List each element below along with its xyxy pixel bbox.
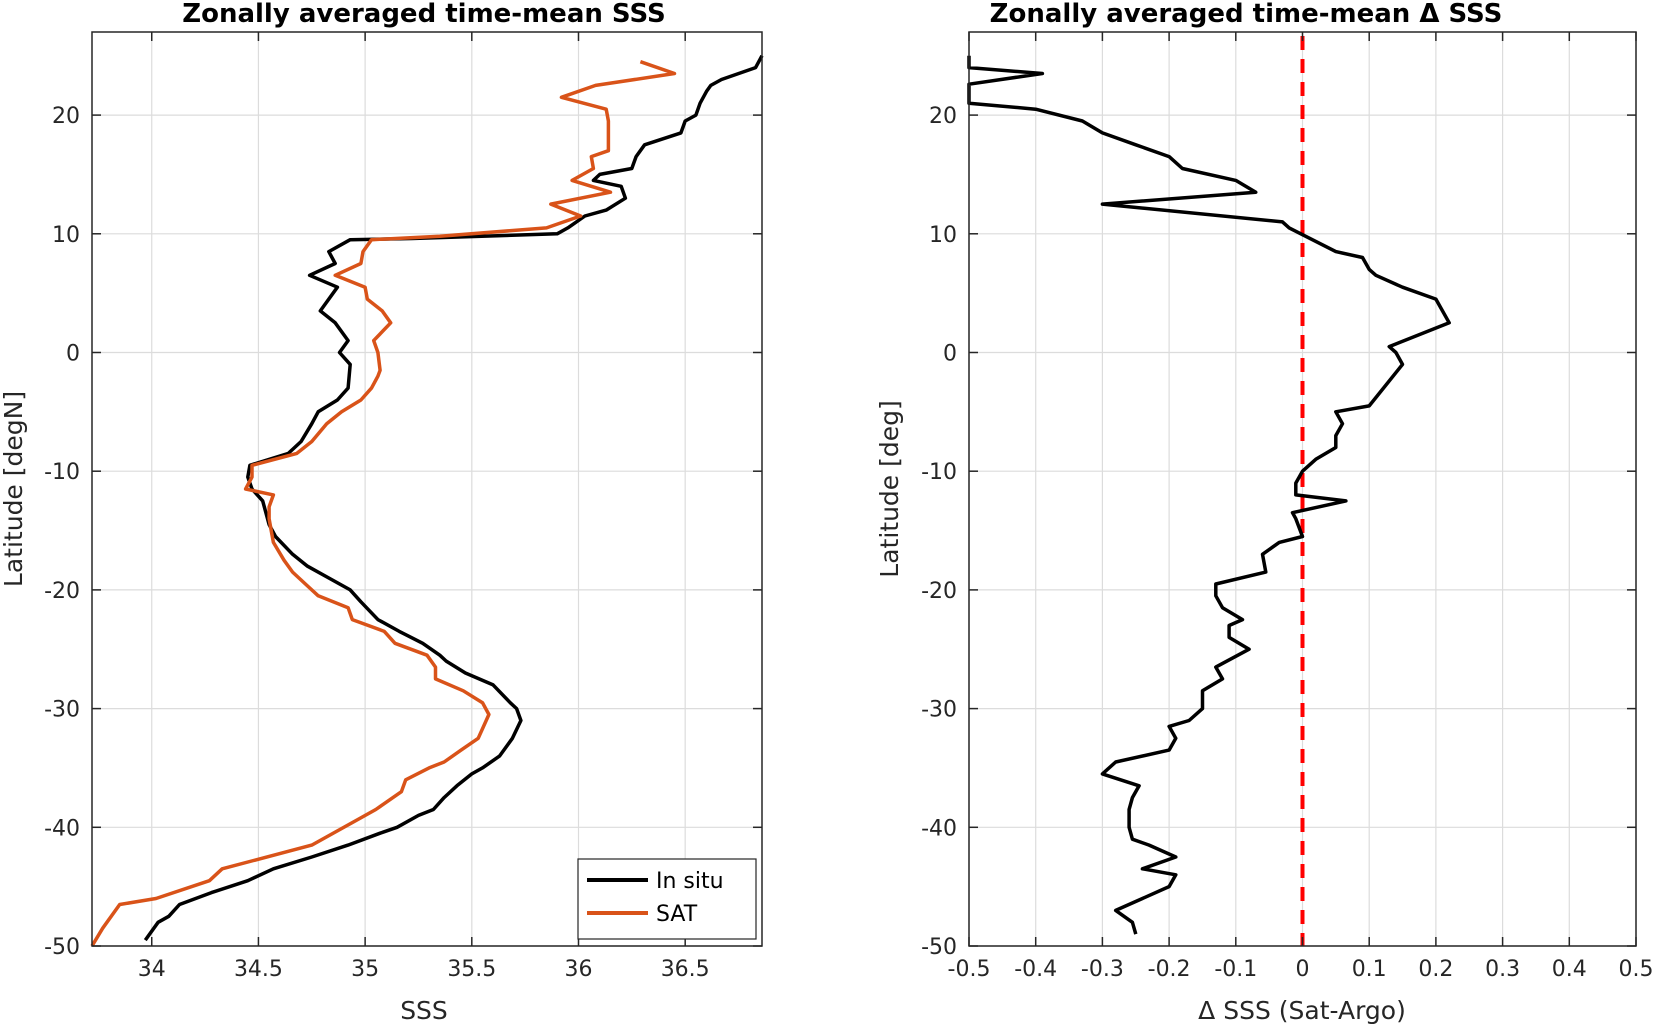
sss-ticks: 34 34.5 35 35.5 36 36.5 -50 -40 -30 -20 -10 0 10 20 [44, 32, 762, 982]
legend-box [577, 858, 757, 940]
delta-sss-x-tick-label: 0.2 [1418, 957, 1453, 982]
delta-sss-panel: Zonally averaged time-mean Δ SSS -0.5 -0.… [875, 0, 1654, 1025]
sss-x-tick-label: 35 [351, 957, 379, 982]
sat-series-line [90, 60, 677, 947]
delta-sss-series-line [967, 55, 1451, 935]
sss-y-tick-label: -10 [44, 460, 80, 485]
sss-x-axis-label: SSS [400, 996, 448, 1025]
sss-chart-title: Zonally averaged time-mean SSS [182, 0, 666, 29]
delta-sss-x-tick-label: -0.5 [948, 957, 991, 982]
sss-y-tick-label: -40 [44, 816, 80, 841]
delta-sss-y-tick-label: -20 [921, 579, 957, 604]
delta-sss-x-tick-label: 0.5 [1619, 957, 1654, 982]
delta-sss-ticks: -0.5 -0.4 -0.3 -0.2 -0.1 0 0.1 0.2 0.3 0.4 0.5 -50 -… [921, 32, 1654, 982]
in-situ-series-line [143, 54, 764, 942]
delta-sss-y-tick-label: -50 [921, 935, 957, 960]
delta-sss-y-tick-label: -40 [921, 816, 957, 841]
delta-sss-x-tick-label: -0.3 [1081, 957, 1124, 982]
sss-x-tick-label: 35.5 [447, 957, 496, 982]
delta-sss-y-tick-label: 0 [943, 341, 957, 366]
sss-x-tick-label: 34 [138, 957, 166, 982]
sss-panel: Zonally averaged time-mean SSS 34 34.5 35 3… [0, 0, 764, 1025]
delta-sss-y-tick-label: -30 [921, 698, 957, 723]
sss-axes-frame [91, 31, 763, 947]
delta-sss-x-tick-label: -0.4 [1014, 957, 1057, 982]
delta-sss-y-tick-label: 20 [929, 104, 957, 129]
delta-sss-y-tick-label: -10 [921, 460, 957, 485]
delta-sss-y-tick-label: 10 [929, 223, 957, 248]
sss-grid [92, 32, 762, 947]
delta-sss-x-tick-label: 0.1 [1352, 957, 1387, 982]
delta-sss-x-tick-label: -0.1 [1214, 957, 1257, 982]
sss-y-tick-label: -20 [44, 579, 80, 604]
sss-x-tick-label: 36 [564, 957, 592, 982]
delta-sss-chart-title: Zonally averaged time-mean Δ SSS [990, 0, 1503, 29]
delta-sss-x-axis-label: Δ SSS (Sat-Argo) [1198, 996, 1406, 1025]
delta-sss-lines [967, 36, 1451, 946]
sss-y-axis-label: Latitude [degN] [0, 391, 28, 587]
delta-sss-x-tick-label: 0 [1296, 957, 1310, 982]
legend-in-situ-label: In situ [656, 869, 724, 894]
delta-sss-x-tick-label: 0.3 [1485, 957, 1520, 982]
legend-sat-label: SAT [656, 902, 698, 927]
sss-y-tick-label: -30 [44, 698, 80, 723]
sss-y-tick-label: 0 [66, 341, 80, 366]
delta-sss-y-axis-label: Latitude [deg] [875, 400, 904, 577]
sss-x-tick-label: 36.5 [661, 957, 710, 982]
sss-x-tick-label: 34.5 [234, 957, 283, 982]
sss-y-tick-label: 10 [52, 223, 80, 248]
sss-legend: In situ SAT [577, 858, 757, 940]
sss-y-tick-label: -50 [44, 935, 80, 960]
sss-y-tick-label: 20 [52, 104, 80, 129]
delta-sss-x-tick-label: -0.2 [1148, 957, 1191, 982]
sss-lines [90, 54, 764, 947]
delta-sss-x-tick-label: 0.4 [1552, 957, 1587, 982]
